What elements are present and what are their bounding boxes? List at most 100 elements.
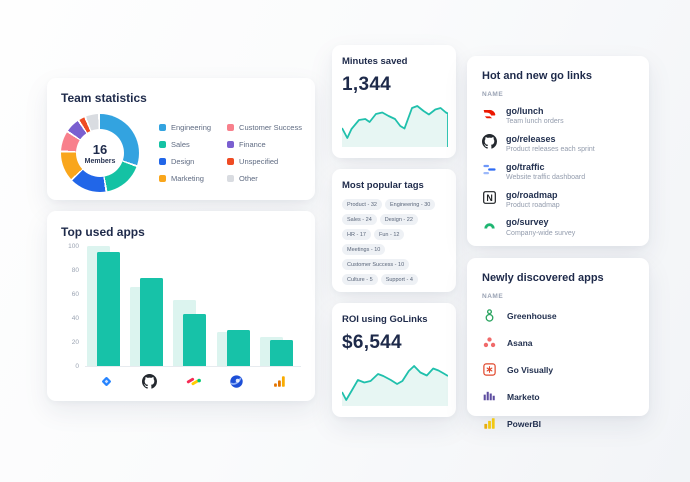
most-popular-tags-title: Most popular tags bbox=[342, 180, 424, 191]
team-statistics-card: Team statistics 16 Members Engineering S… bbox=[47, 78, 315, 200]
hot-links-title: Hot and new go links bbox=[482, 70, 593, 82]
tag-customer-success[interactable]: Customer Success - 10 bbox=[342, 259, 410, 270]
legend-swatch bbox=[227, 158, 235, 165]
app-row-go-visually[interactable]: Go Visually bbox=[482, 362, 634, 377]
legend-item-finance: Finance bbox=[227, 140, 302, 149]
name-column-header: NAME bbox=[482, 91, 504, 98]
app-row-powerbi[interactable]: PowerBI bbox=[482, 416, 634, 431]
google-analytics-icon bbox=[258, 374, 301, 389]
legend-label: Sales bbox=[171, 140, 190, 149]
tag-list: Product - 32 Engineering - 30 Sales - 24… bbox=[342, 199, 446, 285]
golink-description: Team lunch orders bbox=[506, 118, 564, 126]
legend-item-engineering: Engineering bbox=[159, 123, 211, 132]
legend-swatch bbox=[159, 175, 166, 182]
minutes-saved-sparkline bbox=[342, 105, 448, 147]
doordash-icon bbox=[482, 106, 497, 121]
most-popular-tags-card: Most popular tags Product - 32 Engineeri… bbox=[332, 169, 456, 292]
golink-row-lunch[interactable]: go/lunch Team lunch orders bbox=[482, 106, 634, 125]
golink-description: Product releases each sprint bbox=[506, 146, 595, 154]
golink-row-survey[interactable]: go/survey Company-wide survey bbox=[482, 217, 634, 237]
legend-item-unspecified: Unspecified bbox=[227, 157, 302, 166]
golink-description: Website traffic dashboard bbox=[506, 174, 586, 182]
golink-name: go/releases bbox=[506, 133, 556, 144]
bar-dark bbox=[97, 252, 120, 366]
app-row-asana[interactable]: Asana bbox=[482, 335, 634, 350]
tag-support[interactable]: Support - 4 bbox=[380, 274, 418, 285]
svg-text:N: N bbox=[486, 192, 492, 202]
legend-swatch bbox=[227, 175, 235, 182]
legend-item-marketing: Marketing bbox=[159, 174, 211, 183]
bar-dark bbox=[140, 278, 164, 366]
tag-design[interactable]: Design - 22 bbox=[379, 214, 418, 225]
notion-icon: N bbox=[482, 190, 497, 205]
marketo-icon bbox=[482, 389, 497, 404]
greenhouse-icon bbox=[482, 308, 497, 323]
golink-description: Company-wide survey bbox=[506, 229, 576, 237]
bar-group-jira bbox=[85, 246, 128, 366]
legend-swatch bbox=[227, 141, 235, 148]
name-column-header: NAME bbox=[482, 293, 504, 300]
legend-item-customer-success: Customer Success bbox=[227, 123, 302, 132]
legend-swatch bbox=[159, 124, 166, 131]
tag-culture[interactable]: Culture - 5 bbox=[342, 274, 378, 285]
legend-item-sales: Sales bbox=[159, 140, 211, 149]
roi-card: ROI using GoLinks $6,544 bbox=[332, 303, 456, 417]
minutes-saved-card: Minutes saved 1,344 bbox=[332, 45, 456, 158]
y-tick-60: 60 bbox=[71, 291, 79, 298]
roi-title: ROI using GoLinks bbox=[342, 314, 428, 325]
hot-and-new-go-links-card: Hot and new go links NAME go/lunch Team … bbox=[467, 56, 649, 246]
minutes-saved-title: Minutes saved bbox=[342, 56, 408, 67]
minutes-saved-value: 1,344 bbox=[342, 74, 392, 95]
y-tick-40: 40 bbox=[71, 315, 79, 322]
tag-product[interactable]: Product - 32 bbox=[342, 199, 382, 210]
bar-dark bbox=[183, 314, 207, 366]
top-used-apps-card: Top used apps 100 80 60 40 20 0 bbox=[47, 211, 315, 401]
golink-name: go/traffic bbox=[506, 161, 545, 172]
roi-value: $6,544 bbox=[342, 332, 402, 353]
github-icon bbox=[128, 374, 171, 389]
legend-item-design: Design bbox=[159, 157, 211, 166]
asana-icon bbox=[482, 335, 497, 350]
legend-label: Marketing bbox=[171, 174, 204, 183]
bar-plot-area bbox=[85, 246, 301, 367]
golink-description: Product roadmap bbox=[506, 201, 560, 209]
bar-dark bbox=[269, 339, 293, 366]
tag-sales[interactable]: Sales - 24 bbox=[342, 214, 377, 225]
app-name: PowerBI bbox=[507, 418, 542, 429]
legend-label: Customer Success bbox=[239, 123, 302, 132]
new-apps-title: Newly discovered apps bbox=[482, 272, 604, 284]
golink-row-releases[interactable]: go/releases Product releases each sprint bbox=[482, 133, 634, 154]
tag-meetings[interactable]: Meetings - 10 bbox=[342, 244, 386, 255]
jira-icon bbox=[85, 374, 128, 389]
traffic-bars-icon bbox=[482, 162, 497, 177]
app-icon-row bbox=[85, 374, 301, 389]
tag-fun[interactable]: Fun - 12 bbox=[373, 229, 405, 240]
golink-row-traffic[interactable]: go/traffic Website traffic dashboard bbox=[482, 162, 634, 181]
golink-name: go/roadmap bbox=[506, 189, 558, 200]
team-statistics-title: Team statistics bbox=[61, 91, 147, 105]
roi-sparkline bbox=[342, 365, 448, 406]
legend-label: Design bbox=[171, 157, 195, 166]
top-used-apps-bar-chart: 100 80 60 40 20 0 bbox=[61, 243, 301, 370]
bar-group-google-analytics bbox=[258, 247, 301, 366]
legend-label: Other bbox=[239, 174, 258, 183]
app-name: Asana bbox=[507, 337, 533, 348]
survey-arch-icon bbox=[482, 217, 497, 232]
legend-swatch bbox=[159, 141, 166, 148]
legend-label: Unspecified bbox=[239, 157, 279, 166]
donut-center: 16 Members bbox=[76, 129, 124, 177]
y-tick-20: 20 bbox=[71, 339, 79, 346]
monday-icon bbox=[171, 374, 214, 389]
app-row-greenhouse[interactable]: Greenhouse bbox=[482, 308, 634, 323]
golink-name: go/lunch bbox=[506, 106, 544, 116]
tag-hr[interactable]: HR - 17 bbox=[342, 229, 371, 240]
tag-engineering[interactable]: Engineering - 30 bbox=[384, 199, 436, 210]
y-tick-100: 100 bbox=[68, 243, 79, 250]
app-row-marketo[interactable]: Marketo bbox=[482, 389, 634, 404]
legend-label: Finance bbox=[239, 140, 266, 149]
golink-row-roadmap[interactable]: N go/roadmap Product roadmap bbox=[482, 190, 634, 209]
golink-name: go/survey bbox=[506, 217, 549, 228]
top-used-apps-title: Top used apps bbox=[61, 225, 145, 239]
powerbi-icon bbox=[482, 416, 497, 431]
